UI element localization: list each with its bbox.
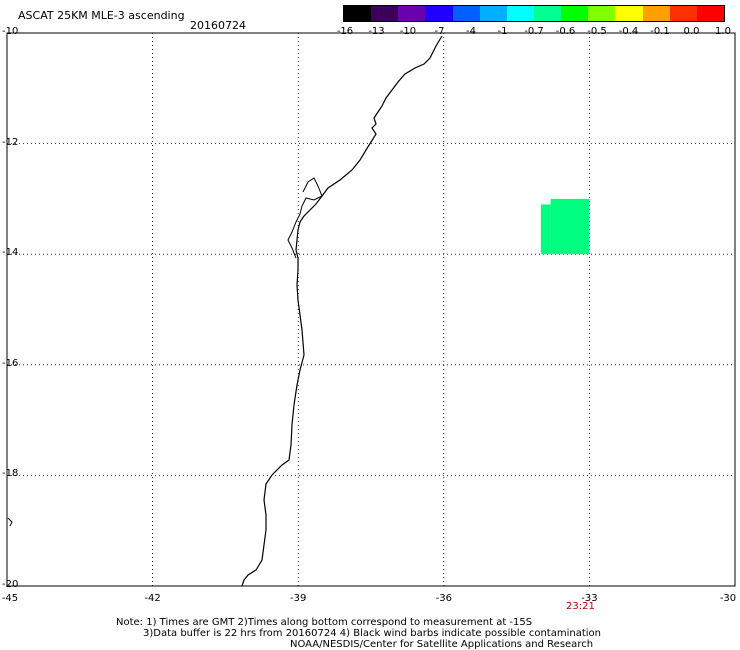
color-scale-tick-label: -0.7 xyxy=(524,26,544,37)
color-scale-segment xyxy=(696,6,724,21)
gridlines xyxy=(6,32,736,587)
island-detail xyxy=(7,517,13,527)
data-cell xyxy=(550,198,590,255)
note-line-3: NOAA/NESDIS/Center for Satellite Applica… xyxy=(290,639,594,650)
color-scale-segment xyxy=(642,6,670,21)
color-scale-segment xyxy=(425,6,453,21)
color-scale-segment xyxy=(479,6,507,21)
longitude-label: -39 xyxy=(290,593,307,604)
longitude-label: -45 xyxy=(1,593,19,604)
latitude-label: -20 xyxy=(2,579,19,590)
color-scale-tick-label: -10 xyxy=(399,26,417,37)
color-scale-tick-label: -13 xyxy=(368,26,385,37)
color-scale-segment xyxy=(371,6,399,21)
map-frame xyxy=(6,32,736,587)
color-scale-tick-label: 0.0 xyxy=(683,26,700,37)
longitude-label: -36 xyxy=(435,593,452,604)
longitude-label: -33 xyxy=(581,593,598,604)
latitude-label: -18 xyxy=(2,468,19,480)
scatterometer-data xyxy=(540,198,590,255)
longitude-label: -42 xyxy=(144,593,161,604)
latitude-label: -10 xyxy=(2,26,19,37)
color-scale-segment xyxy=(506,6,534,21)
color-scale-tick-label: -7 xyxy=(434,26,445,37)
color-scale-tick-label: -0.4 xyxy=(618,26,639,37)
color-scale-segment xyxy=(615,6,643,21)
color-scale-segment xyxy=(588,6,616,21)
note-line-2: 3)Data buffer is 22 hrs from 20160724 4)… xyxy=(143,628,601,639)
longitude-label: -30 xyxy=(719,593,737,604)
note-line-1: Note: 1) Times are GMT 2)Times along bot… xyxy=(116,617,533,628)
color-scale-tick-label: -0.5 xyxy=(587,26,607,37)
color-scale-tick-label: -4 xyxy=(466,26,476,37)
chart-title: ASCAT 25KM MLE-3 ascending xyxy=(18,9,185,22)
latitude-label: -12 xyxy=(2,136,19,148)
chart-date: 20160724 xyxy=(190,19,246,32)
color-scale-tick-label: 1.0 xyxy=(715,26,731,37)
overpass-time-label: 23:21 xyxy=(566,601,595,612)
latitude-label: -14 xyxy=(2,247,19,259)
color-scale-tick-label: -0.1 xyxy=(650,26,670,37)
color-scale-tick-label: -1 xyxy=(497,26,508,37)
color-scale-tick-label: -16 xyxy=(336,26,354,37)
color-scale-segment xyxy=(452,6,480,21)
color-scale-segment xyxy=(398,6,426,21)
latitude-label: -16 xyxy=(2,357,19,369)
color-scale-segment xyxy=(344,6,372,21)
color-scale-bar xyxy=(343,5,725,22)
color-scale-segment xyxy=(533,6,562,21)
data-cell xyxy=(540,204,551,255)
color-scale-tick-label: -0.6 xyxy=(555,26,576,37)
color-scale-segment xyxy=(669,6,697,21)
bay-detail xyxy=(287,177,323,259)
coastline xyxy=(241,35,443,587)
color-scale-segment xyxy=(561,6,589,21)
